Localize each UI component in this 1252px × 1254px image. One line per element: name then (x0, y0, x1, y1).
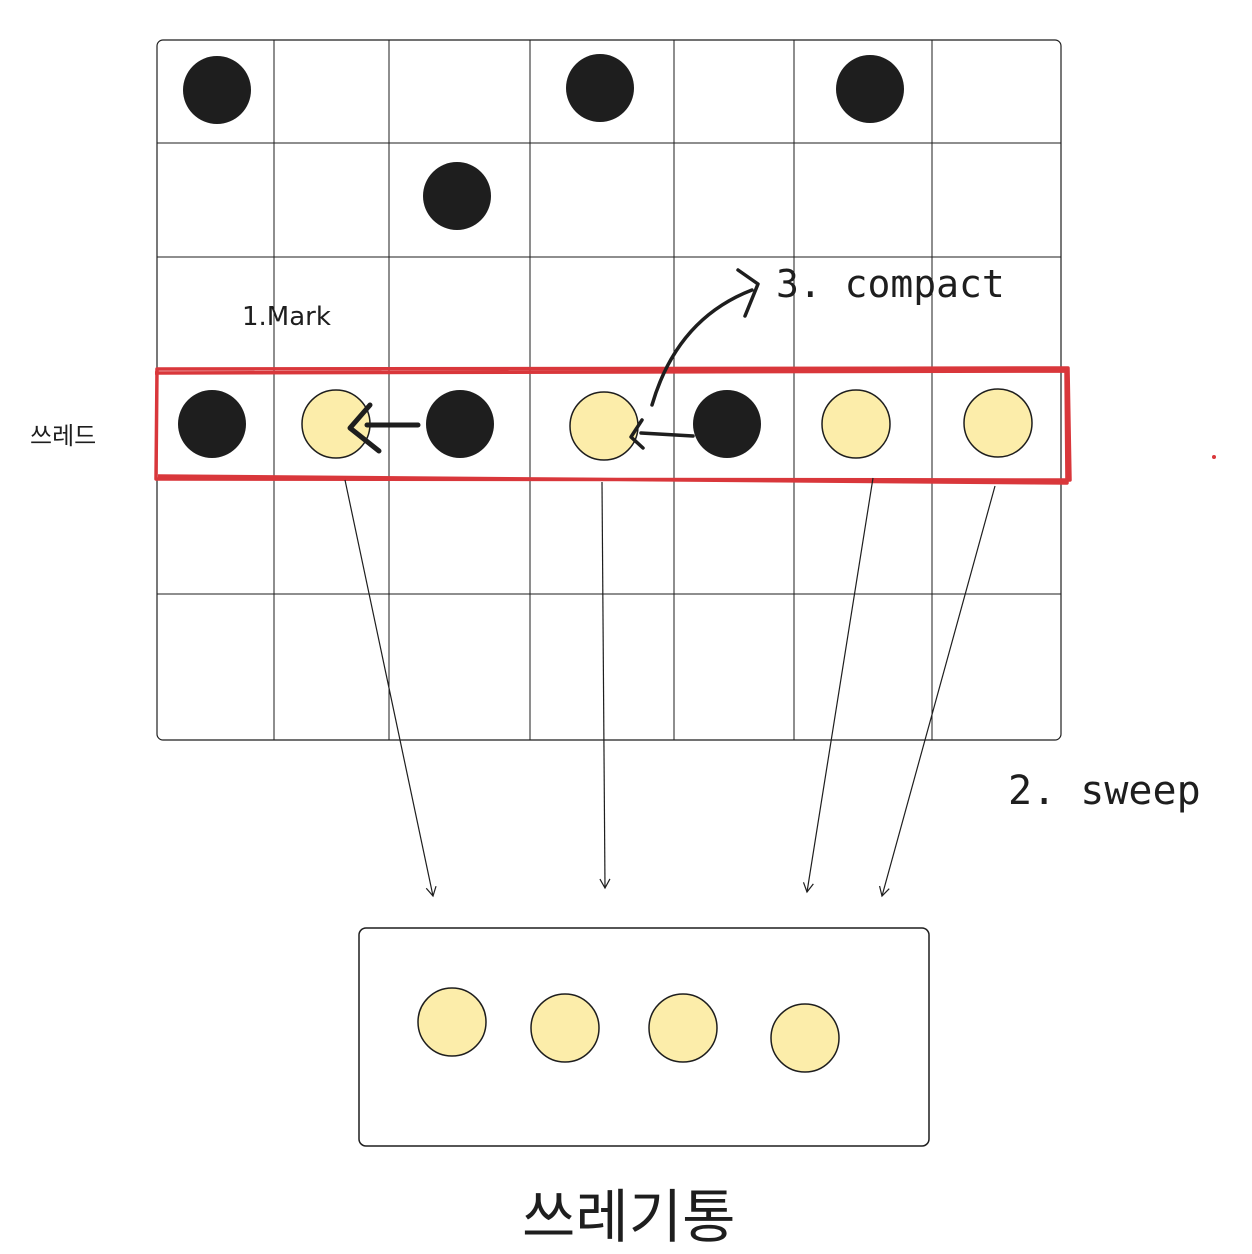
collected-garbage-object (417, 987, 487, 1057)
thread-row-highlight (154, 366, 1072, 485)
live-object (693, 390, 761, 458)
compact-label-arrowhead (736, 268, 760, 318)
collected-garbage-object (530, 993, 600, 1063)
live-object (423, 162, 491, 230)
heap-objects (178, 54, 1033, 461)
sweep-arrow-3 (802, 477, 874, 894)
trash-bin-label: 쓰레기통 (522, 1183, 736, 1251)
garbage-object (301, 389, 371, 459)
collected-garbage-object (648, 993, 718, 1063)
garbage-object (569, 391, 639, 461)
live-object (836, 55, 904, 123)
live-object (566, 54, 634, 122)
collected-garbage-object (770, 1003, 840, 1073)
sweep-arrow-1 (344, 479, 437, 898)
garbage-object (821, 389, 891, 459)
mark-label: 1.Mark (242, 302, 331, 332)
garbage-object (963, 388, 1033, 458)
live-object (426, 390, 494, 458)
sweep-arrow-4 (878, 485, 996, 898)
compact-label-arrow (650, 288, 754, 407)
compact-arrow-1-head (347, 402, 382, 454)
compact-arrow-2 (639, 431, 695, 438)
trash-bin-objects (417, 987, 840, 1073)
live-object (183, 56, 251, 124)
trash-bin-box (358, 927, 930, 1147)
sweep-label: 2. sweep (1008, 768, 1201, 814)
live-object (178, 390, 246, 458)
compact-label: 3. compact (776, 262, 1005, 306)
heap-grid (156, 39, 1062, 741)
sweep-arrow-2 (599, 481, 611, 890)
thread-label: 쓰레드 (30, 422, 97, 450)
compact-arrow-2-head (629, 418, 645, 450)
stray-dot (1212, 455, 1216, 459)
